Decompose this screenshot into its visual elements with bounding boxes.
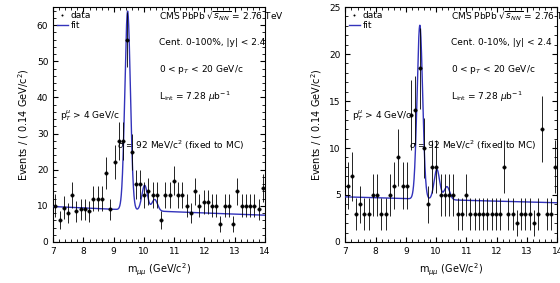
X-axis label: m$_{\mu\mu}$ (GeV/c$^{2}$): m$_{\mu\mu}$ (GeV/c$^{2}$)	[127, 261, 191, 278]
Text: 0 < p$_{T}$ < 20 GeV/c: 0 < p$_{T}$ < 20 GeV/c	[159, 63, 244, 76]
Text: L$_{\mathrm{int}}$ = 7.28 $\mu$b$^{-1}$: L$_{\mathrm{int}}$ = 7.28 $\mu$b$^{-1}$	[451, 89, 523, 104]
Text: CMS PbPb $\sqrt{s_{NN}}$ = 2.76 TeV: CMS PbPb $\sqrt{s_{NN}}$ = 2.76 TeV	[159, 9, 284, 22]
Legend: data, fit: data, fit	[348, 10, 384, 31]
Text: $\sigma$ = 92 MeV/c$^{2}$ (fixed to MC): $\sigma$ = 92 MeV/c$^{2}$ (fixed to MC)	[116, 139, 244, 152]
X-axis label: m$_{\mu\mu}$ (GeV/c$^{2}$): m$_{\mu\mu}$ (GeV/c$^{2}$)	[419, 261, 483, 278]
Text: CMS PbPb $\sqrt{s_{NN}}$ = 2.76 TeV: CMS PbPb $\sqrt{s_{NN}}$ = 2.76 TeV	[451, 9, 560, 22]
Text: p$_{T}^{\mu}$ > 4 GeV/c: p$_{T}^{\mu}$ > 4 GeV/c	[352, 108, 412, 123]
Text: L$_{\mathrm{int}}$ = 7.28 $\mu$b$^{-1}$: L$_{\mathrm{int}}$ = 7.28 $\mu$b$^{-1}$	[159, 89, 231, 104]
Y-axis label: Events / ( 0.14 GeV/c$^{2}$): Events / ( 0.14 GeV/c$^{2}$)	[309, 68, 324, 181]
Text: p$_{T}^{\mu}$ > 4 GeV/c: p$_{T}^{\mu}$ > 4 GeV/c	[59, 108, 119, 123]
Legend: data, fit: data, fit	[56, 10, 92, 31]
Text: Cent. 0-10%, |y| < 2.4: Cent. 0-10%, |y| < 2.4	[451, 38, 552, 47]
Text: $\sigma$ = 92 MeV/c$^{2}$ (fixed to MC): $\sigma$ = 92 MeV/c$^{2}$ (fixed to MC)	[409, 139, 536, 152]
Text: 0 < p$_{T}$ < 20 GeV/c: 0 < p$_{T}$ < 20 GeV/c	[451, 63, 536, 76]
Text: Cent. 0-100%, |y| < 2.4: Cent. 0-100%, |y| < 2.4	[159, 38, 265, 47]
Y-axis label: Events / ( 0.14 GeV/c$^{2}$): Events / ( 0.14 GeV/c$^{2}$)	[16, 68, 31, 181]
